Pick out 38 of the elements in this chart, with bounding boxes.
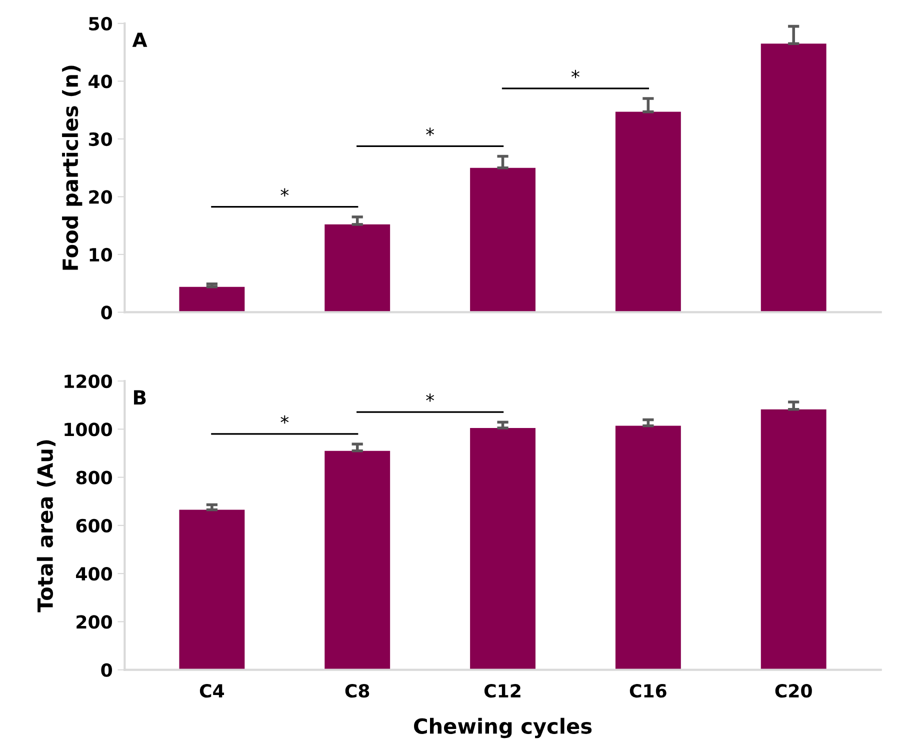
- x-tick-label: C4: [200, 684, 224, 698]
- y-tick-label: 1000: [64, 422, 112, 436]
- bar: [615, 112, 681, 312]
- bar: [760, 409, 826, 670]
- y-tick-label: 400: [76, 567, 112, 581]
- chart-title: B: [134, 390, 146, 404]
- x-tick-label: C16: [630, 684, 666, 698]
- y-tick-label: 30: [88, 132, 112, 146]
- y-tick-label: 1200: [64, 374, 112, 388]
- y-tick-label: 20: [89, 190, 112, 204]
- bar: [324, 450, 390, 670]
- y-tick-label: 600: [76, 518, 112, 533]
- bar: [470, 428, 536, 670]
- bar: [470, 168, 536, 312]
- x-tick-label: C12: [484, 684, 520, 698]
- bar: [760, 44, 826, 312]
- annotation: *: [572, 70, 580, 78]
- annotation: *: [280, 188, 289, 197]
- x-axis-title: Chewing cycles: [414, 718, 592, 738]
- bar: [179, 510, 245, 670]
- x-tick-label: C20: [775, 684, 812, 698]
- bar: [615, 426, 681, 670]
- y-tick-label: 40: [88, 74, 112, 88]
- chart-title: A: [132, 32, 148, 47]
- y-tick-label: 800: [76, 470, 112, 484]
- x-tick-label: C8: [345, 684, 370, 698]
- y-tick-label: 0: [101, 306, 112, 320]
- y-tick-label: 10: [90, 248, 112, 262]
- annotation: *: [426, 394, 434, 402]
- bar: [324, 224, 390, 312]
- y-tick-label: 200: [76, 615, 112, 629]
- y-axis-title: Food particles (n): [62, 66, 82, 270]
- y-tick-label: 0: [101, 663, 112, 677]
- y-axis-title: Total area (Au): [36, 440, 56, 612]
- annotation: *: [426, 128, 434, 136]
- y-tick-label: 50: [89, 16, 112, 31]
- bar: [179, 286, 245, 312]
- annotation: *: [280, 415, 289, 424]
